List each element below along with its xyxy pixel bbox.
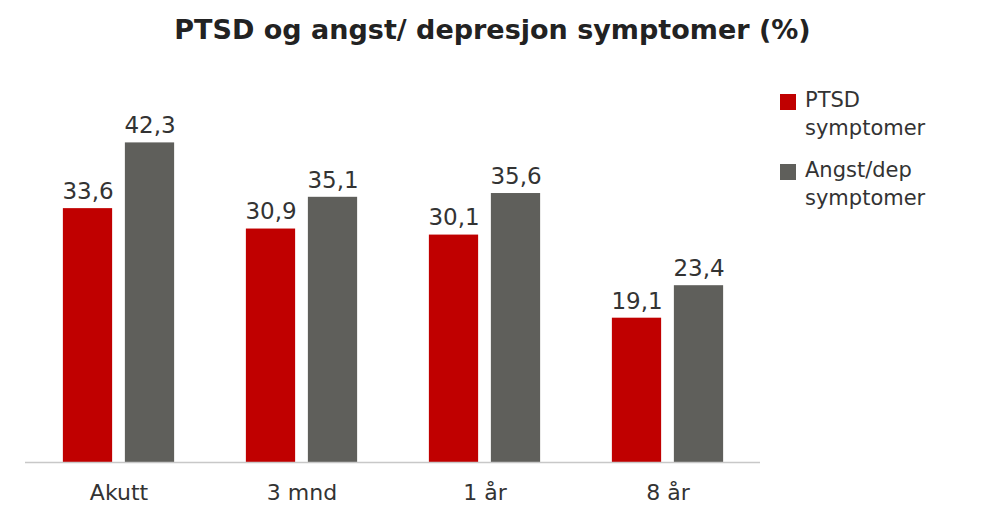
svg-text:30,1: 30,1 [428,204,479,230]
svg-text:19,1: 19,1 [611,288,662,314]
svg-text:3 mnd: 3 mnd [267,480,337,505]
html-text:PTSD og angst/ depresjon sympt: PTSD og angst/ depresjon symptomer (%) [174,14,811,45]
svg-text:Akutt: Akutt [90,480,149,505]
svg-text:35,1: 35,1 [307,167,358,193]
svg-text:42,3: 42,3 [124,112,175,138]
svg-text:35,6: 35,6 [490,163,541,189]
svg-text:33,6: 33,6 [62,178,113,204]
svg-text:30,9: 30,9 [245,198,296,224]
svg-text:23,4: 23,4 [673,255,724,281]
svg-text:1 år: 1 år [463,480,507,505]
svg-text:8 år: 8 år [646,480,690,505]
html-text:PTSD symptomer: PTSD symptomer [805,88,926,140]
html-text:Angst/dep symptomer: Angst/dep symptomer [805,158,926,210]
